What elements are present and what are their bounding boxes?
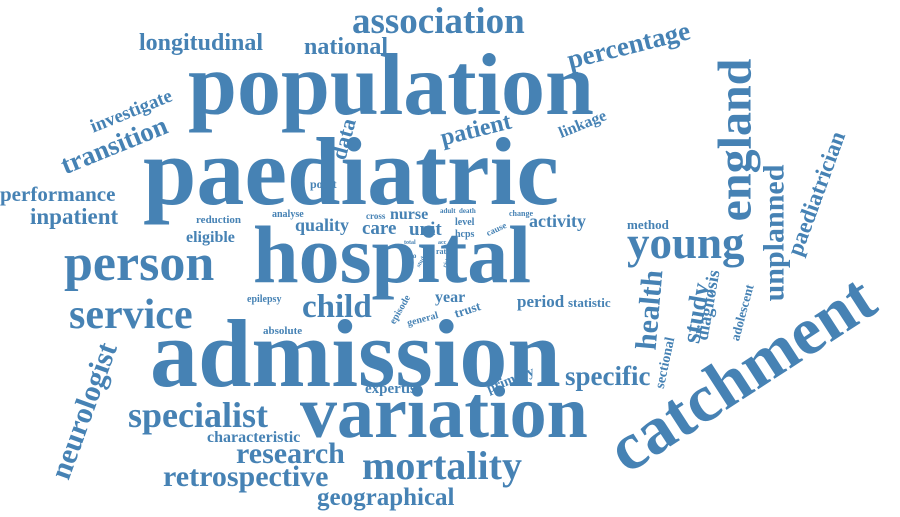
word-eligible: eligible (186, 229, 235, 246)
word-diagnosis: diagnosis (691, 268, 724, 342)
word-variation: variation (300, 372, 588, 454)
word-death: death (459, 207, 476, 215)
word-statistic: statistic (568, 295, 611, 310)
word-paediatrician: paediatrician (782, 127, 851, 260)
word-analyse: analyse (272, 209, 304, 220)
word-population: population (188, 37, 594, 134)
word-care: care (362, 218, 397, 239)
word-national: national (304, 34, 389, 60)
word-research: research (236, 437, 345, 470)
word-year: year (435, 289, 466, 306)
word-specialist: specialist (128, 395, 268, 435)
word-level: level (455, 217, 475, 228)
word-geographical: geographical (317, 484, 455, 511)
word-unit: unit (409, 219, 442, 240)
word-characteristic: characteristic (207, 429, 301, 446)
word-child: child (302, 289, 372, 325)
word-mortality: mortality (362, 443, 522, 488)
word-expertise: expertise (365, 381, 423, 397)
word-unplanned: unplanned (757, 164, 791, 302)
word-hospital: hospital (253, 209, 531, 300)
word-point: point (310, 177, 337, 191)
word-service: service (69, 292, 193, 338)
word-person: person (64, 235, 215, 292)
word-reduction: reduction (196, 214, 242, 226)
word-hcps: hcps (455, 229, 475, 240)
word-cross: cross (366, 211, 386, 221)
word-adult: adult (440, 207, 456, 215)
word-ratio: ratio (402, 252, 417, 260)
word-admission: admission (150, 300, 561, 407)
word-epilepsy: epilepsy (247, 294, 282, 305)
word-absolute: absolute (263, 325, 303, 337)
word-acc: acc (438, 240, 447, 246)
word-longitudinal: longitudinal (139, 30, 264, 56)
word-england: england (708, 58, 762, 222)
word-change: change (509, 209, 533, 218)
word-neurologist: neurologist (44, 338, 124, 484)
word-specific: specific (565, 361, 651, 391)
word-rate: rate (436, 247, 450, 256)
word-association: association (352, 1, 525, 42)
word-total: total (404, 240, 416, 246)
word-period: period (517, 292, 565, 311)
word-retrospective: retrospective (163, 460, 329, 493)
word-inpatient: inpatient (30, 204, 119, 229)
word-performance: performance (0, 182, 116, 206)
word-method: method (627, 217, 669, 232)
word-quality: quality (295, 215, 350, 235)
word-activity: activity (529, 211, 586, 231)
word-paediatric: paediatric (143, 118, 559, 225)
word-young: young (627, 218, 745, 268)
word-nurse: nurse (390, 206, 429, 223)
